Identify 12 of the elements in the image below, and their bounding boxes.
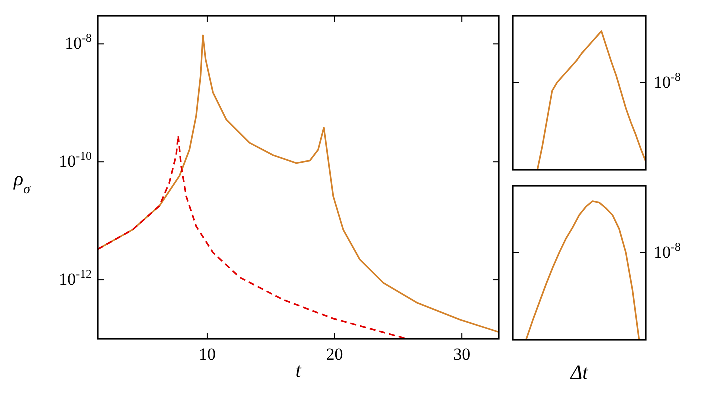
y-tick-label: 10$^{-10}$ [59, 149, 92, 172]
x-tick-label: 20 [326, 345, 344, 364]
y-axis-title: ρ$_{σ}$ [13, 168, 32, 197]
x-tick-label: 10 [198, 345, 216, 364]
line-series [98, 134, 408, 339]
x-axis-title: t [296, 360, 302, 382]
y-tick-label: 10$^{-12}$ [59, 267, 92, 290]
text: 10$^{-8}$ [654, 240, 681, 262]
text: 10$^{-8}$ [654, 70, 681, 92]
x-axis-title: Δt [570, 362, 589, 384]
x-tick-label: 30 [454, 345, 471, 364]
y-tick-label: 10$^{-8}$ [65, 31, 92, 54]
